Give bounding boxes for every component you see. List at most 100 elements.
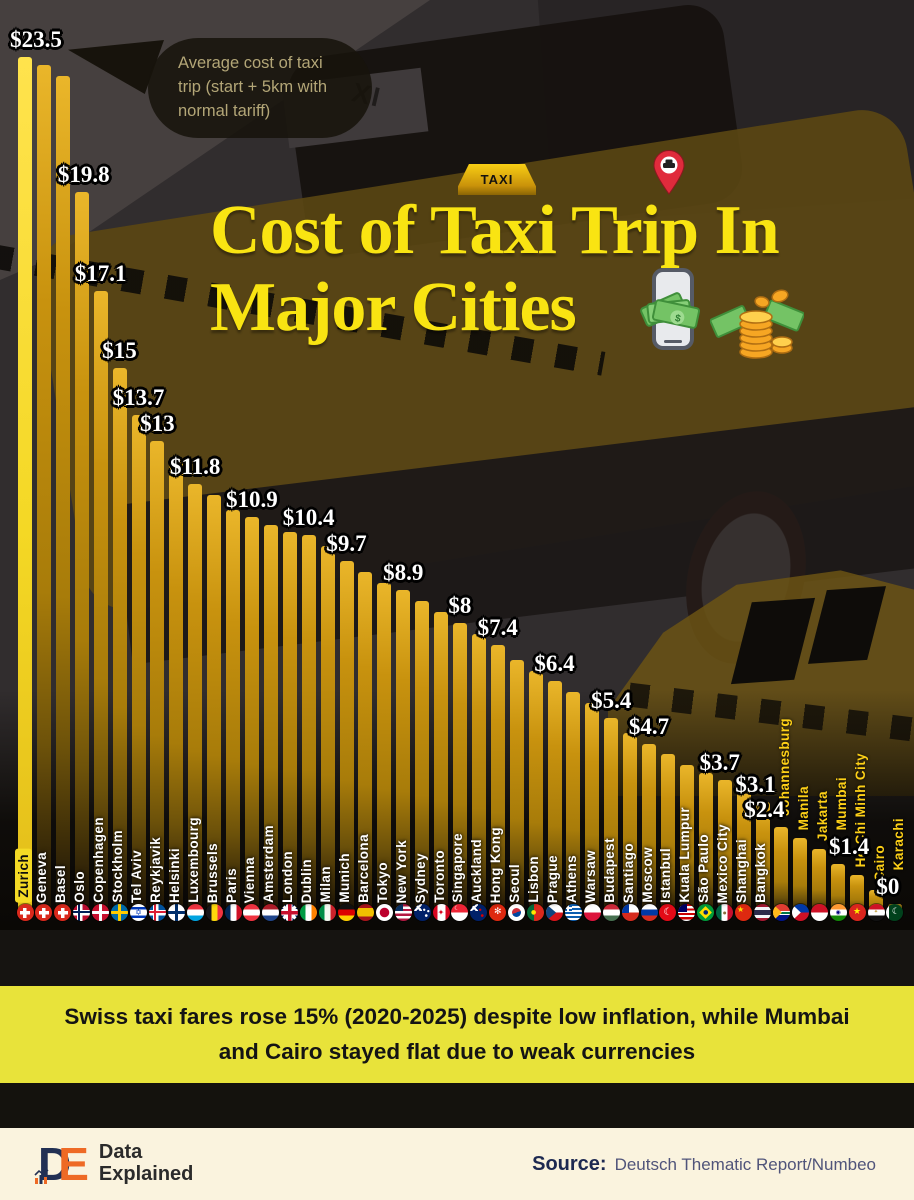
flag-denmark-icon [92, 904, 110, 921]
flag-spain-icon [356, 904, 374, 921]
phone-money-icon: $ [634, 266, 710, 357]
flag-brazil-icon: ● [697, 904, 715, 921]
bar-amsterdam [263, 524, 278, 915]
page-title: Cost of Taxi Trip In Major Cities [210, 192, 780, 346]
value-label-vienna: $10.9 [226, 487, 278, 513]
bar-prague [547, 681, 562, 915]
city-label-basel: Basel [53, 864, 69, 903]
city-label-santiago: Santiago [620, 842, 636, 903]
flag-mexico-icon: ● [716, 904, 734, 921]
value-label-zurich: $23.5 [10, 27, 62, 53]
taxi-sign-icon: TAXI [458, 164, 536, 195]
insight-banner: Swiss taxi fares rose 15% (2020-2025) de… [0, 986, 914, 1083]
page-title-line2: Major Cities [210, 269, 577, 346]
bar-luxembourg [188, 484, 203, 915]
bar-bangkok [755, 801, 770, 915]
city-label-amsterdam: Amsterdam [261, 825, 277, 903]
bar-toronto [434, 612, 448, 915]
flag-iceland-icon [148, 904, 166, 921]
value-label-johannesburg: $2.4 [744, 797, 785, 823]
city-label-tokyo: Tokyo [374, 862, 390, 903]
city-label-kuala-lumpur: Kuala Lumpur [677, 807, 693, 903]
bar-barcelona [358, 571, 373, 915]
flag-malaysia-icon [678, 904, 696, 921]
city-label-geneva: Geneva [34, 851, 50, 903]
bar-seoul [509, 659, 524, 915]
flag-india-icon: ◉ [829, 904, 847, 921]
bar-new-york [396, 590, 411, 915]
brand-logo: D E Data Explained [34, 1138, 194, 1190]
city-label-mumbai: Mumbai [834, 776, 850, 830]
bar-munich [339, 561, 354, 915]
coins-money-icon [709, 286, 805, 365]
flag-portugal-icon: ● [527, 904, 545, 921]
brand-name-line1: Data [98, 1141, 143, 1164]
city-label-singapore: Singapore [450, 833, 466, 903]
city-label-copenhagen: Copenhagen [91, 817, 107, 903]
bar-reykjavik [150, 440, 165, 915]
bar-paris [226, 509, 240, 915]
flag-thailand-icon [754, 904, 771, 921]
city-label-helsinki: Helsinki [166, 848, 182, 903]
bar-moscow [642, 743, 656, 915]
bar-são-paulo [698, 772, 713, 915]
bar-johannesburg [774, 827, 789, 915]
city-label-seoul: Seoul [507, 864, 523, 903]
flag-poland-icon [583, 904, 601, 921]
flag-hungary-icon [602, 904, 620, 921]
value-label-singapore: $8 [448, 593, 472, 618]
divider-band-bottom [0, 1083, 914, 1128]
city-label-brussels: Brussels [204, 842, 220, 903]
bar-auckland [471, 634, 486, 915]
value-label-copenhagen: $17.1 [74, 260, 127, 286]
bar-shanghai [736, 790, 751, 915]
city-label-budapest: Budapest [601, 838, 617, 903]
city-label-london: London [280, 851, 296, 903]
city-label-dublin: Dublin [299, 858, 315, 903]
city-label-luxembourg: Luxembourg [185, 817, 201, 903]
city-label-karachi: Karachi [890, 817, 906, 870]
flag-hong-kong-icon: ✻ [489, 904, 507, 921]
city-label-mexico-city: Mexico City [715, 823, 731, 903]
bar-vienna [244, 517, 259, 915]
flag-sweden-icon [111, 904, 128, 921]
value-label-karachi: $0 [876, 874, 900, 899]
value-label-new-york: $8.9 [383, 560, 424, 586]
city-label-paris: Paris [223, 867, 239, 903]
city-label-zurich: Zurich [15, 849, 32, 903]
city-label-toronto: Toronto [431, 850, 447, 903]
insight-banner-text: Swiss taxi fares rose 15% (2020-2025) de… [64, 1003, 850, 1064]
flag-norway-icon [73, 904, 91, 921]
flag-greece-icon [564, 904, 582, 921]
flag-japan-icon [375, 904, 393, 921]
flag-australia-icon [413, 904, 431, 921]
brand-name-line2: Explained [98, 1163, 194, 1185]
flag-finland-icon [167, 904, 185, 921]
logo-letter-e: E [58, 1138, 89, 1190]
bar-copenhagen [93, 290, 108, 915]
bar-athens [566, 692, 581, 915]
city-label-athens: Athens [563, 854, 579, 903]
city-label-warsaw: Warsaw [582, 850, 598, 903]
flag-switzerland-icon [16, 904, 34, 921]
flag-israel-icon: ✡ [130, 904, 147, 921]
city-label-tel-aviv: Tel Aviv [129, 850, 144, 903]
bar-geneva [36, 64, 51, 915]
bar-jakarta [812, 849, 827, 915]
flag-switzerland-icon [35, 904, 53, 921]
bar-mexico-city [717, 780, 732, 915]
flag-usa-icon [394, 904, 412, 921]
flag-russia-icon [640, 904, 658, 921]
footer: D E Data Explained Source: Deutsch Thema… [0, 1128, 914, 1200]
city-label-barcelona: Barcelona [355, 834, 371, 903]
flag-italy-icon [319, 904, 337, 921]
bar-istanbul [660, 754, 675, 915]
value-label-reykjavik: $13 [140, 410, 175, 436]
bar-mumbai [831, 863, 846, 915]
bar-warsaw [585, 703, 600, 915]
city-label-bangkok: Bangkok [753, 843, 768, 903]
value-label-hong-kong: $7.4 [477, 614, 518, 640]
source-attribution: Source: Deutsch Thematic Report/Numbeo [532, 1153, 876, 1176]
bar-london [282, 531, 297, 916]
